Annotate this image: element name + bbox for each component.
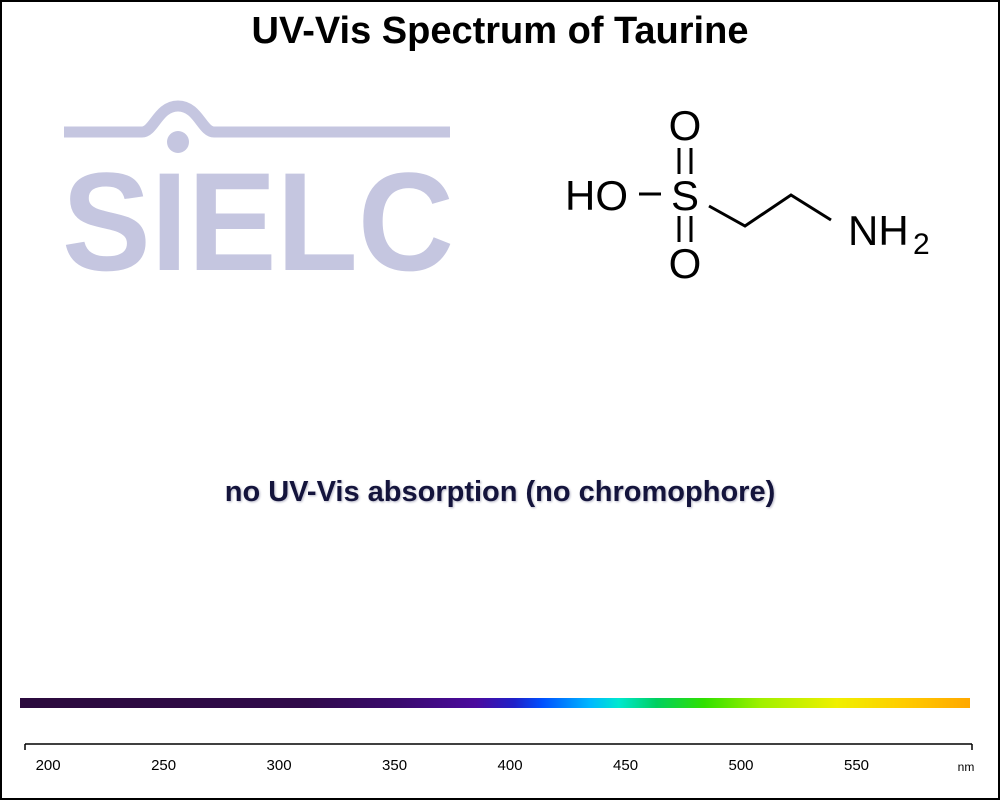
chart-title: UV-Vis Spectrum of Taurine [251,10,749,52]
visible-spectrum-bar [20,698,970,708]
x-tick-label: 300 [267,757,292,774]
atom-o-top: O [669,102,702,149]
logo-i-dot [167,131,189,153]
logo-arch [64,100,450,138]
taurine-structure: O HO S O NH 2 [565,102,930,287]
sielc-logo: SIELC [62,100,454,280]
bond-chain [708,193,832,228]
atom-nh: NH [848,207,909,254]
x-tick-label: 350 [382,757,407,774]
x-tick-label: 250 [151,757,176,774]
atom-s: S [671,172,699,219]
x-axis: 200 250 300 350 400 450 500 550 nm [24,743,975,774]
atom-o-bottom: O [669,240,702,287]
atom-ho: HO [565,172,628,219]
x-tick-label: 500 [729,757,754,774]
x-tick-label: 550 [844,757,869,774]
logo-text: SIELC [62,143,454,280]
atom-sub-2: 2 [913,228,930,261]
x-tick-label: 400 [498,757,523,774]
x-tick-label: 450 [613,757,638,774]
no-absorption-note: no UV-Vis absorption (no chromophore) [224,476,776,508]
x-axis-unit-label: nm [958,760,975,774]
x-tick-label: 200 [36,757,61,774]
